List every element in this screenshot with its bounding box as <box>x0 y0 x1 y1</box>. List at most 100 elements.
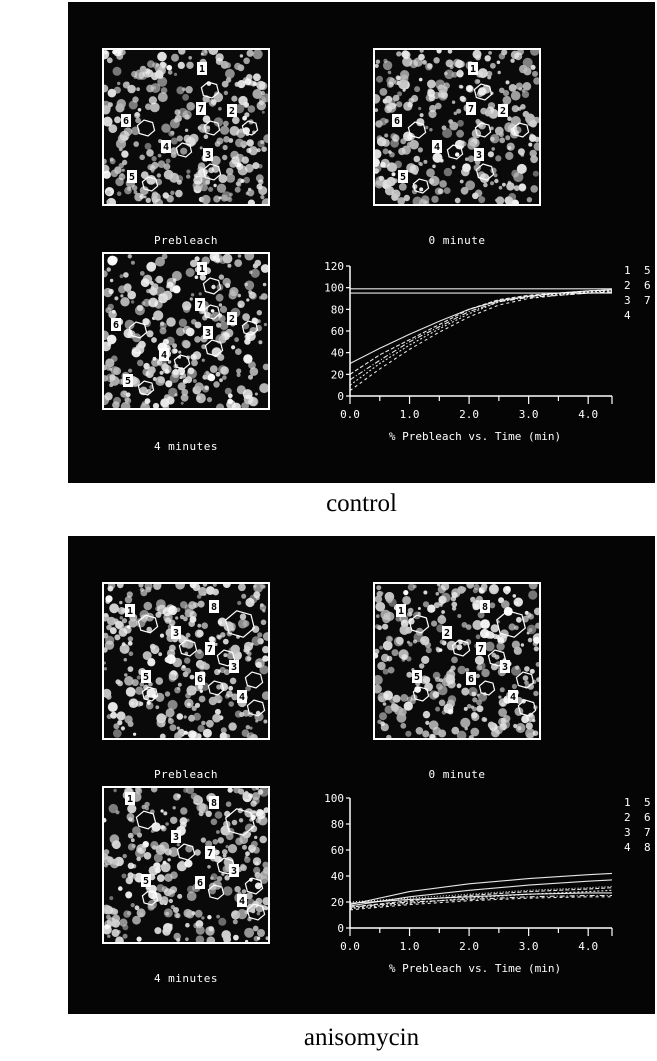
cell-speckle <box>424 125 429 130</box>
cell-speckle <box>176 793 181 799</box>
cell-speckle <box>177 682 182 687</box>
cell-speckle <box>533 690 539 697</box>
cell-speckle <box>391 702 395 706</box>
cell-speckle <box>229 126 240 136</box>
cell-speckle <box>134 305 145 316</box>
cell-speckle <box>201 194 211 204</box>
cell-speckle <box>157 153 162 158</box>
cell-speckle <box>397 76 402 81</box>
cell-speckle <box>113 723 120 730</box>
cell-speckle <box>207 865 211 869</box>
cell-speckle <box>265 936 268 940</box>
cell-speckle <box>413 639 417 644</box>
cell-speckle <box>419 50 424 53</box>
cell-speckle <box>169 172 180 183</box>
cell-speckle <box>176 135 183 142</box>
cell-speckle <box>522 675 529 681</box>
cell-speckle <box>198 695 206 703</box>
y-tick-label: 80 <box>331 818 344 831</box>
cell-speckle <box>104 50 108 55</box>
cell-speckle <box>109 158 116 165</box>
cell-speckle <box>127 666 134 672</box>
cell-speckle <box>178 350 182 354</box>
cell-speckle <box>237 64 245 72</box>
cell-speckle <box>164 368 170 374</box>
cell-speckle <box>257 929 265 937</box>
cell-speckle <box>384 95 393 104</box>
cell-speckle <box>132 915 141 925</box>
cell-speckle <box>128 651 134 656</box>
cell-speckle <box>484 55 491 62</box>
svg-text:8: 8 <box>482 602 488 613</box>
cell-speckle <box>166 64 173 71</box>
cell-speckle <box>232 116 240 125</box>
cell-speckle <box>457 69 463 75</box>
cell-speckle <box>387 70 392 75</box>
cell-speckle <box>192 379 197 383</box>
cell-speckle <box>215 293 224 302</box>
cell-speckle <box>197 166 204 173</box>
cell-speckle <box>217 837 224 844</box>
svg-text:6: 6 <box>123 116 129 127</box>
cell-speckle <box>263 322 267 327</box>
cell-speckle <box>477 611 485 619</box>
cell-speckle <box>157 51 167 62</box>
cell-speckle <box>461 140 465 144</box>
cell-speckle <box>163 163 171 170</box>
cell-speckle <box>256 911 261 916</box>
cell-speckle <box>180 807 188 815</box>
cell-speckle <box>173 72 178 76</box>
cell-speckle <box>449 121 459 131</box>
cell-speckle <box>529 668 535 674</box>
cell-speckle <box>197 600 205 608</box>
cell-speckle <box>451 100 456 104</box>
cell-speckle <box>138 701 144 706</box>
cell-speckle <box>223 136 230 143</box>
roi-outline <box>137 380 155 396</box>
cell-speckle <box>409 139 419 150</box>
cell-speckle <box>127 872 134 879</box>
cell-speckle <box>504 590 509 595</box>
cell-speckle <box>480 107 488 115</box>
cell-speckle <box>375 624 380 629</box>
cell-speckle <box>378 175 384 181</box>
cell-speckle <box>139 587 144 592</box>
cell-speckle <box>123 328 133 339</box>
cell-speckle <box>162 403 170 408</box>
cell-speckle <box>413 155 421 163</box>
cell-speckle <box>104 287 113 298</box>
cell-speckle <box>153 853 163 863</box>
roi-outline <box>446 144 464 160</box>
cell-speckle <box>398 79 408 89</box>
cell-speckle <box>470 596 476 603</box>
cell-speckle <box>391 649 399 657</box>
cell-speckle <box>186 61 194 69</box>
micrograph-0-minute: 1 8 2 7 5 6 3 4 <box>373 582 541 740</box>
cell-speckle <box>223 653 228 658</box>
cell-speckle <box>106 624 112 631</box>
cell-speckle <box>222 144 228 151</box>
cell-speckle <box>477 692 488 702</box>
cell-speckle <box>242 709 250 717</box>
caption-0-minute: 0 minute <box>428 234 486 247</box>
cell-speckle <box>104 105 111 115</box>
cell-speckle <box>145 586 152 593</box>
roi-outline <box>225 610 255 638</box>
cell-speckle <box>263 807 268 813</box>
cell-speckle <box>183 715 187 719</box>
series-line <box>349 879 613 907</box>
cell-speckle <box>247 199 255 204</box>
cell-speckle <box>109 383 114 388</box>
svg-text:6: 6 <box>197 878 203 889</box>
svg-text:3: 3 <box>476 150 482 161</box>
cell-speckle <box>194 909 203 918</box>
cell-speckle <box>382 60 393 71</box>
cell-speckle <box>231 402 241 408</box>
cell-speckle <box>520 104 526 110</box>
roi-outline <box>173 354 191 370</box>
cell-speckle <box>257 789 264 795</box>
cell-speckle <box>147 60 155 68</box>
cell-speckle <box>444 71 448 76</box>
cell-speckle <box>383 690 393 701</box>
cell-speckle <box>188 56 192 60</box>
